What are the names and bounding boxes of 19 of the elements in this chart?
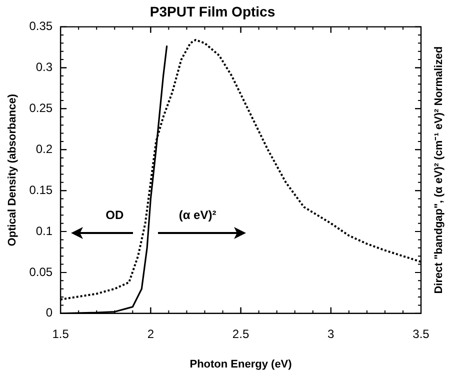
y-tick-label: 0.1: [36, 224, 53, 238]
y-tick-label: 0.35: [29, 19, 53, 34]
y-tick-label: 0.25: [29, 101, 53, 115]
x-tick-label: 3: [328, 326, 335, 341]
y-axis-title: Optical Density (absorbance): [6, 94, 19, 246]
x-axis-title: Photon Energy (eV): [190, 358, 292, 370]
x-tick-label: 1.5: [52, 326, 70, 341]
y-tick-label: 0.05: [29, 264, 53, 279]
x-tick-label: 2.5: [232, 326, 250, 341]
y-tick-label: 0.3: [36, 60, 53, 74]
y-tick-label: 0: [46, 306, 53, 320]
x-tick-label: 3.5: [412, 326, 430, 341]
y-tick-label: 0.15: [29, 182, 53, 197]
chart-title: P3PUT Film Optics: [150, 3, 276, 20]
y-tick-label: 0.2: [36, 142, 53, 156]
y2-axis-title: Direct "bandgap", (α eV)² (cm⁻¹ eV)² Normalized: [433, 46, 446, 294]
x-tick-label: 2: [147, 326, 154, 341]
annotation: (α eV)²: [178, 208, 216, 222]
annotation: OD: [106, 208, 124, 222]
